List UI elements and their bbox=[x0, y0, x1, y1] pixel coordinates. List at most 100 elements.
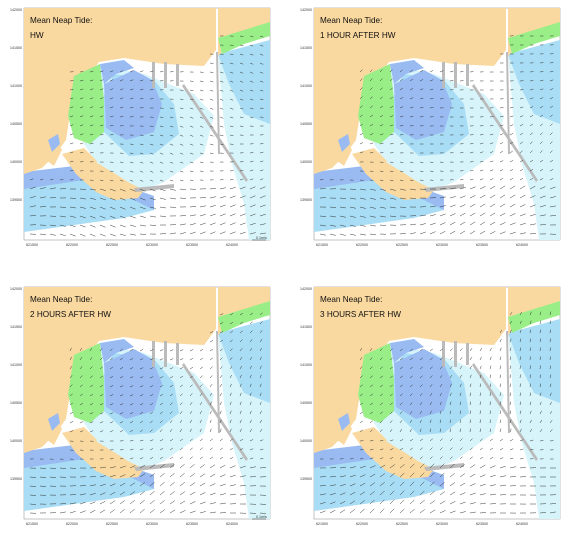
flow-arrow bbox=[379, 69, 383, 73]
flow-arrow bbox=[219, 222, 226, 226]
flow-arrow bbox=[59, 179, 64, 181]
flow-arrow bbox=[89, 70, 94, 73]
flow-arrow bbox=[429, 231, 436, 235]
flow-arrow bbox=[449, 428, 451, 433]
flow-arrow bbox=[539, 329, 541, 334]
flow-arrow bbox=[449, 374, 453, 379]
flow-arrow bbox=[129, 508, 135, 514]
flow-arrow bbox=[489, 401, 491, 406]
flow-arrow bbox=[409, 232, 416, 235]
flow-arrow bbox=[419, 463, 425, 469]
flow-arrow bbox=[509, 338, 512, 343]
flow-arrow bbox=[479, 186, 486, 190]
flow-arrow bbox=[399, 384, 403, 388]
flow-arrow bbox=[199, 401, 203, 406]
flow-arrow bbox=[79, 124, 84, 127]
flow-arrow bbox=[419, 170, 424, 172]
flow-arrow bbox=[219, 357, 223, 361]
flow-arrow bbox=[219, 107, 224, 110]
flow-arrow bbox=[189, 384, 193, 388]
flow-arrow bbox=[449, 501, 456, 505]
flow-arrow bbox=[539, 214, 546, 217]
flow-arrow bbox=[489, 356, 492, 361]
flow-arrow bbox=[439, 383, 443, 388]
flow-arrow bbox=[49, 233, 56, 236]
flow-arrow bbox=[439, 213, 446, 217]
flow-arrow bbox=[199, 107, 204, 110]
y-tick-label: 139500 bbox=[300, 477, 312, 481]
flow-arrow bbox=[189, 419, 192, 424]
flow-arrow bbox=[179, 116, 184, 119]
x-tick-label: 622500 bbox=[396, 522, 408, 526]
flow-arrow bbox=[189, 125, 194, 128]
flow-arrow bbox=[509, 428, 512, 433]
flow-arrow bbox=[159, 394, 164, 397]
flow-arrow bbox=[259, 512, 267, 514]
flow-arrow bbox=[79, 356, 83, 361]
flow-arrow bbox=[359, 78, 363, 82]
flow-arrow bbox=[259, 98, 264, 101]
flow-arrow bbox=[249, 213, 256, 217]
flow-arrow bbox=[229, 170, 234, 172]
flow-arrow bbox=[499, 383, 501, 388]
flow-arrow bbox=[29, 214, 36, 217]
flow-arrow bbox=[199, 214, 206, 217]
flow-arrow bbox=[379, 348, 383, 352]
flow-arrow bbox=[479, 125, 484, 127]
flow-arrow bbox=[429, 222, 436, 226]
flow-arrow bbox=[139, 394, 144, 397]
flow-arrow bbox=[529, 439, 534, 442]
flow-arrow bbox=[149, 403, 154, 406]
flow-arrow bbox=[499, 185, 506, 190]
flow-arrow bbox=[369, 114, 374, 118]
flow-arrow bbox=[229, 348, 233, 352]
flow-arrow bbox=[479, 410, 481, 415]
flow-arrow bbox=[489, 185, 496, 190]
flow-arrow bbox=[259, 53, 264, 56]
flow-map bbox=[23, 286, 271, 520]
flow-arrow bbox=[179, 349, 184, 352]
flow-arrow bbox=[109, 357, 113, 361]
flow-arrow bbox=[519, 428, 522, 433]
east-pier bbox=[216, 331, 220, 433]
flow-arrow bbox=[369, 411, 373, 415]
flow-arrow bbox=[489, 428, 491, 433]
flow-arrow bbox=[159, 509, 166, 514]
flow-arrow bbox=[249, 466, 256, 469]
flow-arrow bbox=[159, 179, 164, 182]
flow-arrow bbox=[469, 143, 474, 145]
flow-arrow bbox=[409, 393, 413, 397]
flow-arrow bbox=[339, 233, 346, 236]
flow-arrow bbox=[259, 503, 267, 505]
flow-arrow bbox=[439, 401, 442, 406]
flow-arrow bbox=[149, 215, 156, 218]
flow-arrow bbox=[359, 69, 363, 73]
flow-arrow bbox=[509, 106, 514, 109]
flow-arrow bbox=[549, 178, 554, 181]
flow-arrow bbox=[219, 53, 224, 55]
flow-arrow bbox=[379, 439, 384, 442]
flow-arrow bbox=[509, 312, 513, 316]
flow-arrow bbox=[379, 206, 386, 209]
flow-arrow bbox=[109, 197, 116, 201]
flow-arrow bbox=[439, 89, 444, 91]
flow-arrow bbox=[549, 205, 556, 208]
flow-arrow bbox=[369, 348, 373, 352]
flow-arrow bbox=[69, 142, 74, 145]
title-line-2: 3 HOURS AFTER HW bbox=[320, 310, 401, 319]
y-tick-label: 141500 bbox=[300, 325, 312, 329]
flow-arrow bbox=[429, 410, 432, 415]
flow-arrow bbox=[229, 419, 232, 424]
flow-arrow bbox=[259, 392, 262, 397]
flow-arrow bbox=[449, 366, 453, 370]
flow-arrow bbox=[369, 78, 373, 82]
flow-arrow bbox=[129, 215, 136, 219]
flow-arrow bbox=[419, 79, 424, 82]
flow-arrow bbox=[199, 419, 202, 424]
flow-arrow bbox=[519, 89, 524, 91]
flow-arrow bbox=[369, 491, 375, 496]
flow-arrow bbox=[219, 447, 223, 451]
flow-arrow bbox=[119, 474, 126, 478]
east-pier bbox=[506, 331, 510, 433]
flow-arrow bbox=[79, 493, 86, 496]
